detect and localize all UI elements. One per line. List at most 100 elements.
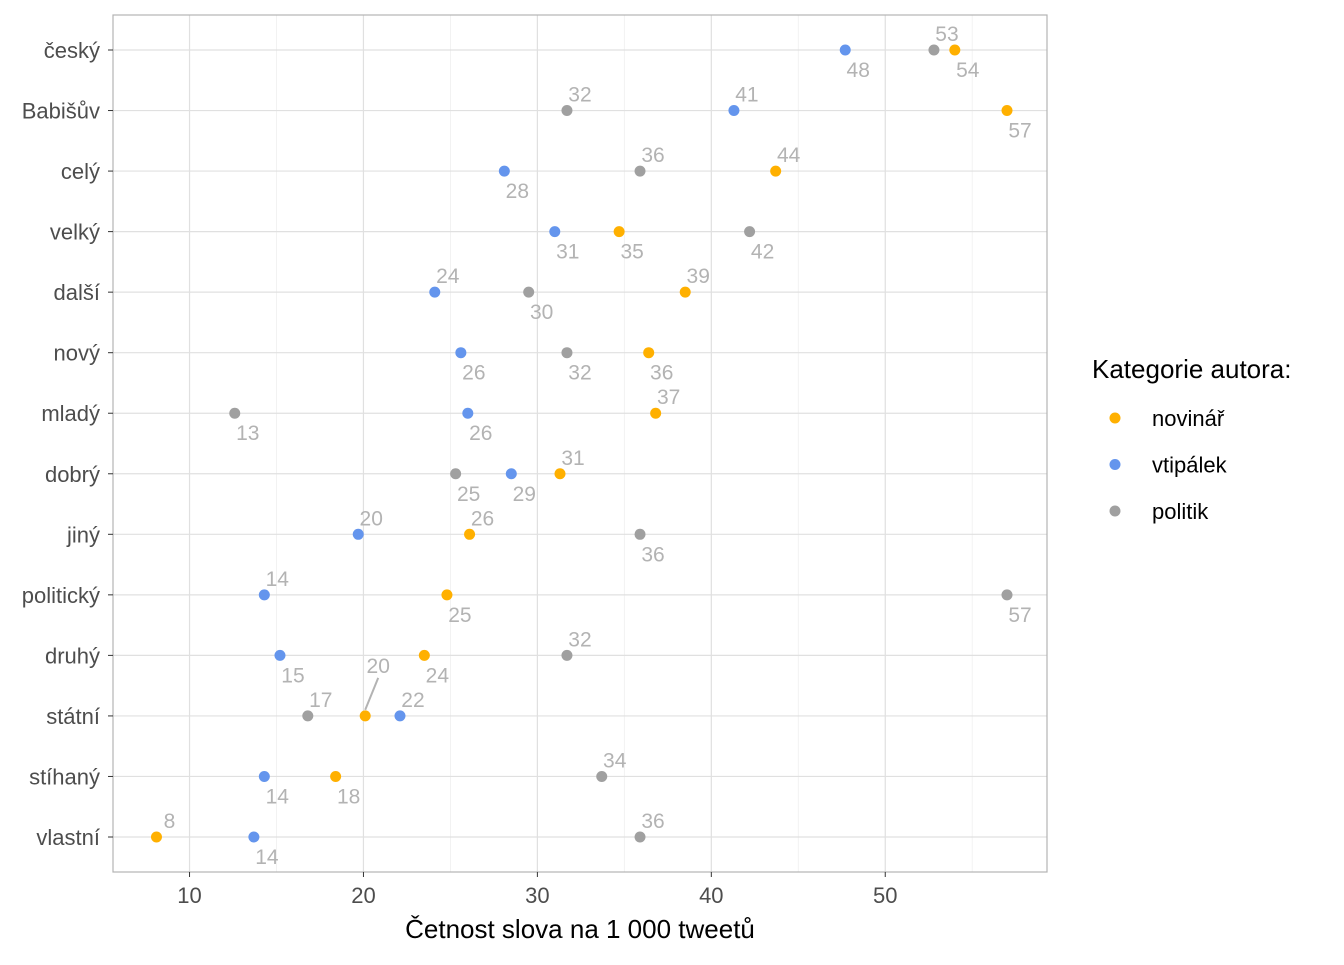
y-tick-label: český (44, 38, 100, 63)
data-point-novinář (441, 589, 453, 601)
y-tick-label: mladý (41, 401, 100, 426)
data-label: 36 (641, 810, 664, 833)
data-label: 24 (426, 664, 450, 687)
data-label: 31 (556, 241, 579, 264)
data-label: 25 (457, 483, 480, 506)
data-point-vtipálek (549, 226, 561, 238)
data-point-politik (634, 831, 646, 843)
data-label: 22 (401, 689, 424, 712)
x-tick-label: 40 (699, 883, 723, 908)
y-tick-label: dobrý (45, 462, 100, 487)
y-tick-label: nový (54, 341, 100, 366)
data-point-novinář (770, 165, 782, 177)
data-point-politik (634, 165, 646, 177)
data-point-vtipálek (498, 165, 510, 177)
x-tick-label: 10 (177, 883, 201, 908)
data-label: 32 (568, 84, 591, 107)
data-label: 20 (360, 507, 383, 530)
y-tick-label: jiný (66, 522, 100, 547)
data-label: 28 (506, 180, 529, 203)
y-tick-label: velký (50, 220, 100, 245)
data-label: 26 (471, 507, 494, 530)
label-leader-line (364, 677, 380, 711)
data-label: 54 (956, 59, 980, 82)
legend-label: novinář (1152, 406, 1225, 431)
data-point-politik (596, 770, 608, 782)
panel-border (112, 14, 1048, 873)
data-label: 32 (568, 628, 591, 651)
y-tick-label: celý (61, 159, 100, 184)
data-point-vtipálek (274, 649, 286, 661)
data-label: 14 (266, 568, 290, 591)
legend-label: politik (1152, 499, 1209, 524)
data-label: 29 (513, 483, 536, 506)
data-label: 48 (847, 59, 870, 82)
data-point-vtipálek (839, 44, 851, 56)
legend-key-politik (1109, 505, 1121, 517)
data-label: 30 (530, 301, 553, 324)
data-point-vtipálek (394, 710, 406, 722)
data-label: 41 (735, 84, 758, 107)
legend-key-vtipálek (1109, 459, 1121, 470)
data-points: 48 53 54 32 41 57 28 36 44 31 35 42 24 30 39 26 32 36 13 26… (150, 23, 1032, 869)
axes: český Babišův celý velký další nový mladý dobrý… (22, 38, 898, 908)
data-point-novinář (554, 468, 566, 480)
y-tick-label: stíhaný (29, 764, 100, 789)
data-point-novinář (418, 649, 430, 661)
data-label: 15 (281, 664, 304, 687)
data-label: 20 (367, 655, 390, 678)
data-label: 17 (309, 689, 332, 712)
data-label: 32 (568, 362, 591, 385)
data-point-vtipálek (352, 528, 364, 540)
data-point-vtipálek (248, 831, 260, 843)
data-label: 8 (164, 810, 176, 833)
y-tick-label: druhý (45, 643, 100, 668)
legend-key-novinář (1109, 412, 1121, 424)
legend: Kategorie autora: novinář vtipálek politik (1092, 354, 1291, 524)
data-label: 26 (462, 362, 485, 385)
data-point-vtipálek (505, 468, 517, 480)
grid (113, 15, 1047, 872)
legend-title: Kategorie autora: (1092, 354, 1291, 384)
y-tick-label: státní (46, 704, 100, 729)
data-label: 25 (448, 604, 471, 627)
data-point-vtipálek (258, 589, 270, 601)
data-label: 34 (603, 749, 627, 772)
data-point-novinář (679, 286, 691, 298)
y-tick-label: Babišův (22, 99, 100, 124)
data-point-novinář (1001, 105, 1013, 117)
data-point-vtipálek (462, 407, 474, 419)
data-label: 42 (751, 241, 774, 264)
data-point-politik (229, 407, 241, 419)
data-point-novinář (330, 770, 342, 782)
data-point-politik (450, 468, 462, 480)
data-label: 14 (266, 785, 290, 808)
data-label: 24 (436, 265, 460, 288)
data-point-novinář (359, 710, 371, 722)
legend-label: vtipálek (1152, 453, 1228, 478)
data-label: 31 (561, 447, 584, 470)
data-point-novinář (464, 528, 476, 540)
data-label: 14 (255, 846, 279, 869)
data-label: 44 (777, 144, 801, 167)
data-label: 26 (469, 422, 492, 445)
data-point-novinář (949, 44, 961, 56)
x-tick-label: 50 (873, 883, 897, 908)
data-label: 35 (620, 241, 643, 264)
data-label: 13 (236, 422, 259, 445)
x-tick-label: 20 (351, 883, 375, 908)
data-point-novinář (150, 831, 162, 843)
y-tick-label: politický (22, 583, 100, 608)
data-point-vtipálek (728, 105, 740, 117)
data-label: 53 (935, 23, 958, 46)
x-tick-label: 30 (525, 883, 549, 908)
y-tick-label: vlastní (36, 825, 100, 850)
data-label: 57 (1008, 120, 1031, 143)
data-point-novinář (613, 226, 625, 238)
data-point-politik (561, 347, 573, 359)
data-label: 37 (657, 386, 680, 409)
data-point-vtipálek (258, 770, 270, 782)
data-label: 18 (337, 785, 360, 808)
data-label: 36 (641, 543, 664, 566)
data-point-politik (1001, 589, 1013, 601)
